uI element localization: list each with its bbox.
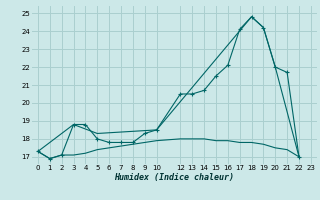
X-axis label: Humidex (Indice chaleur): Humidex (Indice chaleur) <box>115 173 234 182</box>
